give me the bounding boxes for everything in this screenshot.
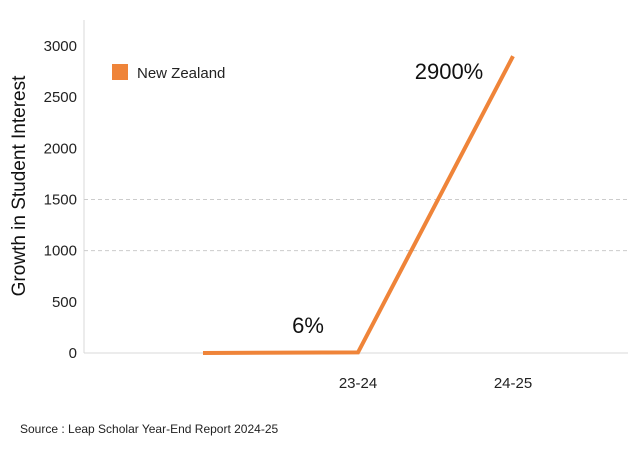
legend-swatch xyxy=(112,64,128,80)
y-axis-title: Growth in Student Interest xyxy=(9,75,30,296)
data-label: 2900% xyxy=(415,59,484,84)
y-tick-label: 0 xyxy=(69,345,77,362)
source-note: Source : Leap Scholar Year-End Report 20… xyxy=(20,422,279,436)
y-tick-label: 1500 xyxy=(44,192,77,209)
x-tick-label: 23-24 xyxy=(339,375,377,392)
y-tick-label: 3000 xyxy=(44,38,77,55)
series-line-new-zealand xyxy=(202,55,515,355)
y-tick-label: 2500 xyxy=(44,89,77,106)
x-tick-label: 24-25 xyxy=(494,375,532,392)
y-tick-label: 2000 xyxy=(44,140,77,157)
y-tick-label: 1000 xyxy=(44,243,77,260)
data-label: 6% xyxy=(292,313,324,338)
y-tick-label: 500 xyxy=(52,294,77,311)
legend-label: New Zealand xyxy=(137,65,225,82)
